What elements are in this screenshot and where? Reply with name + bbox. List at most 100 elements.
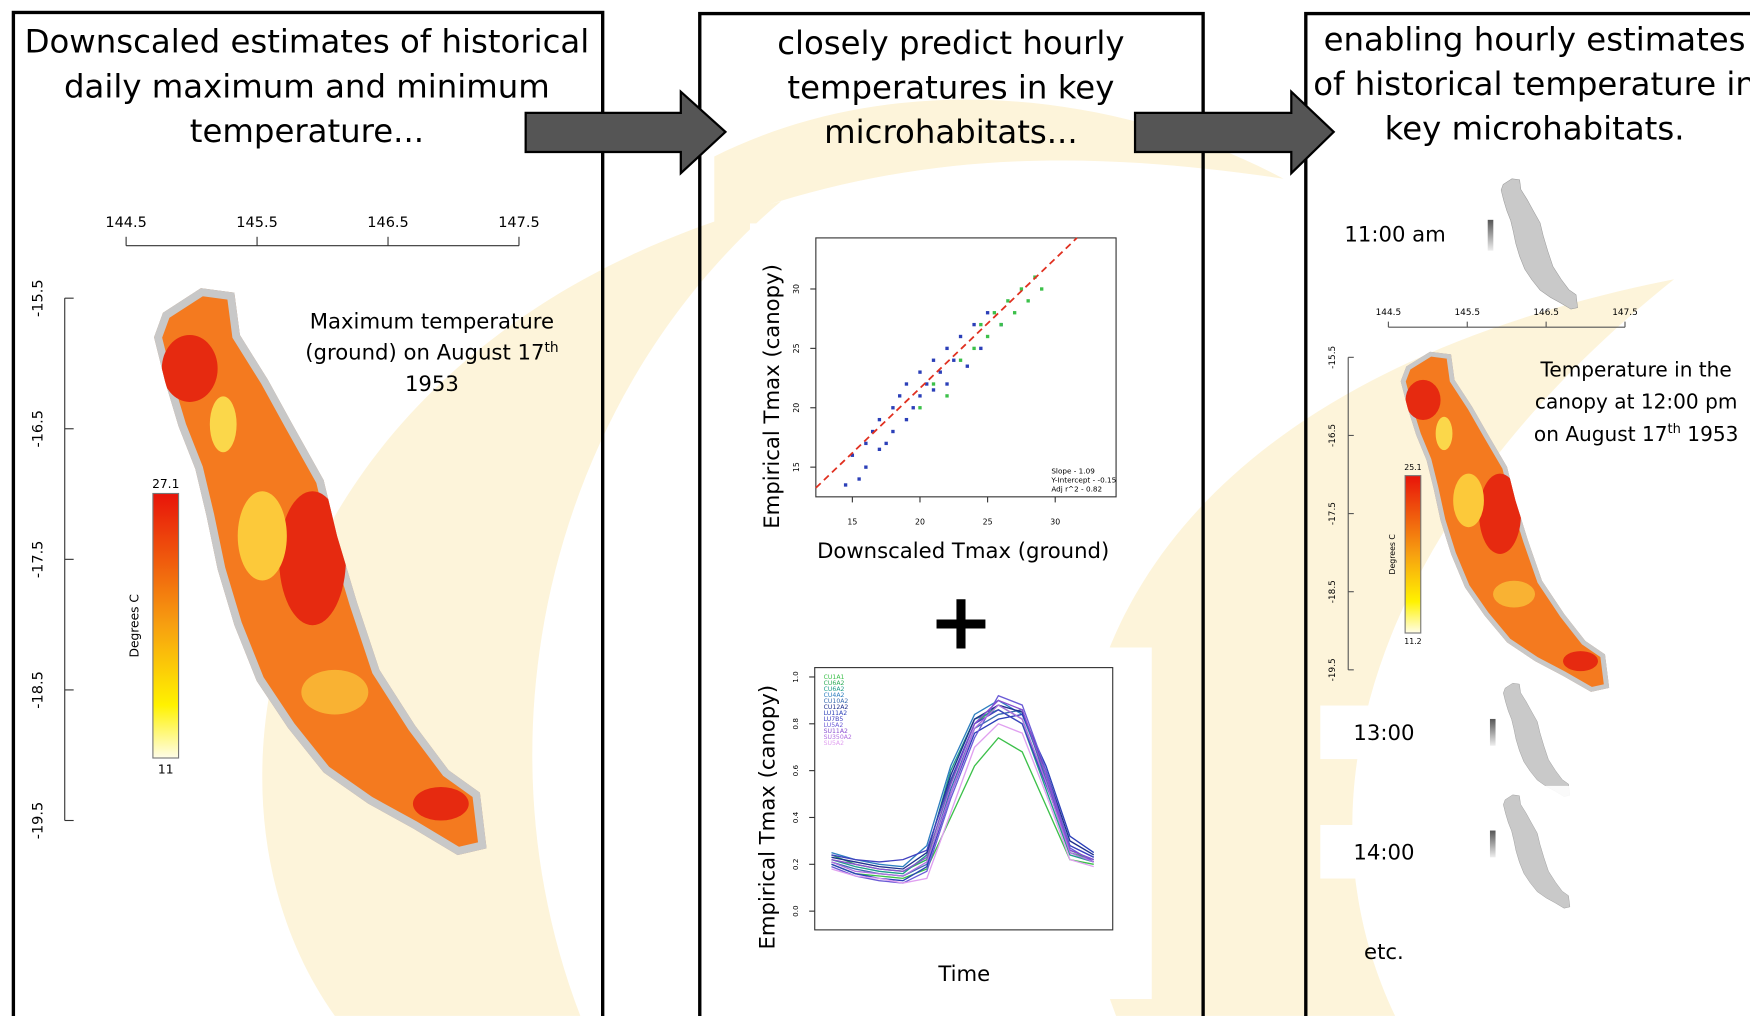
plot-frame (814, 667, 1114, 931)
panel-title: microhabitats... (824, 113, 1078, 151)
legend-entry: LU7B5 (824, 716, 844, 723)
panel-title: closely predict hourly (777, 24, 1124, 62)
scatter-point (918, 370, 922, 374)
scatter-point (904, 382, 909, 386)
annotation-text: (ground) on August 17 (305, 340, 544, 365)
y-tick-label: -18.5 (30, 671, 46, 709)
scatter-point (999, 322, 1003, 327)
scatter-point (985, 334, 990, 339)
legend-entry: CU6A2 (824, 680, 845, 687)
scatter-point (898, 394, 902, 398)
y-tick-label: 0.0 (791, 905, 800, 917)
legend-entry: CU6A2 (824, 686, 845, 693)
scatter-point (931, 388, 936, 392)
y-tick-label: -17.5 (30, 541, 46, 579)
scatter-point (891, 429, 895, 434)
x-tick-label: 147.5 (498, 215, 540, 231)
y-tick-label: -17.5 (1328, 502, 1338, 525)
panel-title: enabling hourly estimates (1324, 20, 1746, 58)
scatter-point (992, 311, 997, 315)
left-panel: Downscaled estimates of historical daily … (25, 23, 590, 855)
x-axis-label: Time (937, 961, 990, 986)
x-tick-label: 145.5 (1455, 308, 1481, 318)
scatter-point (952, 358, 956, 362)
map-annotation: (ground) on August 17th (305, 340, 558, 365)
scatter-point (904, 417, 909, 422)
y-tick-label: -19.5 (30, 802, 46, 840)
legend-entry: CU4A2 (824, 692, 845, 699)
colorbar-min: 11 (158, 763, 174, 777)
y-tick-label: 0.2 (791, 859, 800, 871)
scatter-point (918, 406, 922, 410)
x-tick-label: 147.5 (1612, 308, 1638, 318)
fit-line (815, 237, 1078, 489)
series-line (831, 723, 1094, 884)
annotation-sup: th (1668, 422, 1681, 437)
time-label: 13:00 (1353, 720, 1414, 745)
y-axis-label: Empirical Tmax (canopy) (755, 685, 780, 950)
x-tick-label: 30 (1050, 518, 1060, 527)
colorbar-label: Degrees C (127, 594, 141, 658)
annotation-text: Maximum temperature (310, 308, 554, 333)
plot-backdrop (750, 647, 1152, 1000)
y-tick-label: -18.5 (1328, 580, 1338, 603)
x-tick-label: 144.5 (1376, 308, 1402, 318)
scatter-point (945, 394, 949, 398)
series-line (831, 699, 1094, 873)
x-axis-label: Downscaled Tmax (ground) (817, 538, 1109, 563)
y-axis-label: Empirical Tmax (canopy) (759, 264, 784, 529)
middle-panel: closely predict hourly temperatures in ke… (750, 24, 1152, 1000)
scatter-point (979, 322, 983, 327)
arrows (524, 89, 1336, 176)
panel-title: daily maximum and minimum (64, 67, 550, 105)
legend-entry: CU12A2 (824, 704, 849, 711)
colorbar-max: 25.1 (1404, 463, 1421, 472)
x-tick-label: 146.5 (367, 215, 409, 231)
y-tick-label: 20 (792, 403, 801, 413)
series-line (831, 709, 1094, 875)
series-line (831, 694, 1095, 884)
panel-title: temperature... (190, 112, 424, 150)
annotation-text: Temperature in the (1540, 357, 1732, 381)
scatter-point (918, 394, 922, 398)
y-tick-label: 1.0 (791, 671, 800, 683)
x-tick-label: 144.5 (105, 215, 147, 231)
scatter-point (884, 441, 888, 446)
map-annotation: on August 17th 1953 (1534, 422, 1738, 446)
plot-backdrop (750, 223, 1141, 581)
scatter-point (857, 477, 861, 481)
panel-title: Downscaled estimates of historical (25, 23, 590, 61)
legend-entry: LU5A2 (824, 722, 844, 729)
map-annotation: Temperature in the (1540, 357, 1732, 381)
x-tick-label: 146.5 (1533, 308, 1559, 318)
annotation-sup: th (544, 340, 558, 356)
scatter-point (864, 441, 868, 446)
scatter-point (945, 382, 949, 386)
x-tick-label: 145.5 (236, 215, 278, 231)
series-line (831, 736, 1094, 880)
scatter-point (877, 417, 882, 422)
panel-title: of historical temperature in (1313, 65, 1750, 103)
legend-entry: CU1A1 (824, 674, 845, 681)
map-annotation: Maximum temperature (310, 308, 554, 333)
panel-title: key microhabitats. (1385, 110, 1685, 148)
right-panel: enabling hourly estimates of historical t… (1313, 20, 1750, 963)
scatter-point (958, 334, 963, 339)
legend-entry: SU11A2 (824, 728, 848, 735)
plot-frame (815, 237, 1117, 498)
scatter-point (931, 358, 936, 362)
time-label: etc. (1364, 939, 1404, 964)
y-tick-label: 25 (792, 343, 801, 353)
scatter-point (972, 346, 976, 351)
scatter-point (931, 382, 936, 386)
y-tick-label: -16.5 (1328, 424, 1338, 447)
fit-stat: Y-Intercept - -0.15 (1050, 475, 1116, 484)
y-tick-label: -16.5 (30, 410, 46, 448)
y-tick-label: 15 (792, 462, 801, 472)
scatter-point (843, 483, 848, 487)
annotation-text: 1953 (405, 371, 459, 396)
x-tick-label: 15 (847, 518, 857, 527)
y-tick-label: -15.5 (1328, 346, 1338, 369)
